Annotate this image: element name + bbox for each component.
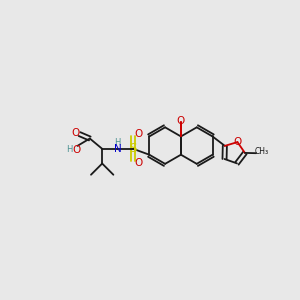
Text: O: O: [134, 129, 142, 140]
Text: O: O: [177, 116, 185, 126]
Text: O: O: [72, 128, 80, 138]
Text: H: H: [115, 138, 121, 147]
Text: O: O: [73, 145, 81, 155]
Text: O: O: [233, 137, 242, 147]
Text: O: O: [134, 158, 142, 168]
Text: S: S: [129, 142, 137, 155]
Text: H: H: [66, 145, 72, 154]
Text: CH₃: CH₃: [255, 147, 269, 156]
Text: N: N: [114, 144, 122, 154]
